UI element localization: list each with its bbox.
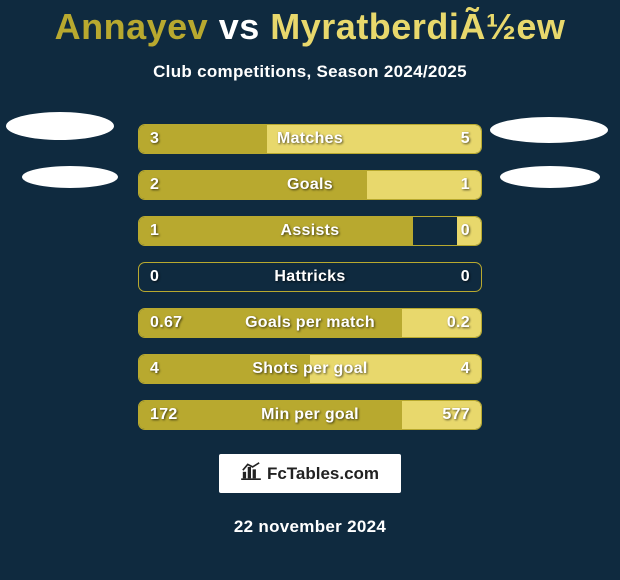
comparison-infographic: Annayev vs MyratberdiÃ½ew Club competiti…: [0, 0, 620, 580]
watermark-text: FcTables.com: [267, 464, 379, 484]
decorative-ellipse: [500, 166, 600, 188]
metric-row: 0.670.2Goals per match: [138, 308, 482, 338]
subtitle: Club competitions, Season 2024/2025: [153, 62, 467, 82]
metric-row: 21Goals: [138, 170, 482, 200]
metric-label: Assists: [139, 217, 481, 245]
metric-label: Goals per match: [139, 309, 481, 337]
decorative-ellipse: [6, 112, 114, 140]
chart-icon: [241, 462, 261, 485]
decorative-ellipse: [22, 166, 118, 188]
metric-label: Goals: [139, 171, 481, 199]
watermark-badge: FcTables.com: [219, 454, 401, 493]
metric-label: Min per goal: [139, 401, 481, 429]
metric-label: Shots per goal: [139, 355, 481, 383]
metric-label: Matches: [139, 125, 481, 153]
metric-row: 10Assists: [138, 216, 482, 246]
metrics-chart: 35Matches 21Goals 10Assists 00Hattricks 0.67…: [0, 124, 620, 430]
player1-name: Annayev: [55, 6, 209, 47]
page-title: Annayev vs MyratberdiÃ½ew: [55, 6, 566, 48]
footer-date: 22 november 2024: [234, 517, 386, 537]
player2-name: MyratberdiÃ½ew: [270, 6, 565, 47]
metric-row: 35Matches: [138, 124, 482, 154]
metric-row: 44Shots per goal: [138, 354, 482, 384]
metric-label: Hattricks: [139, 263, 481, 291]
metric-row: 00Hattricks: [138, 262, 482, 292]
metric-row: 172577Min per goal: [138, 400, 482, 430]
decorative-ellipse: [490, 117, 608, 143]
vs-label: vs: [219, 6, 260, 47]
